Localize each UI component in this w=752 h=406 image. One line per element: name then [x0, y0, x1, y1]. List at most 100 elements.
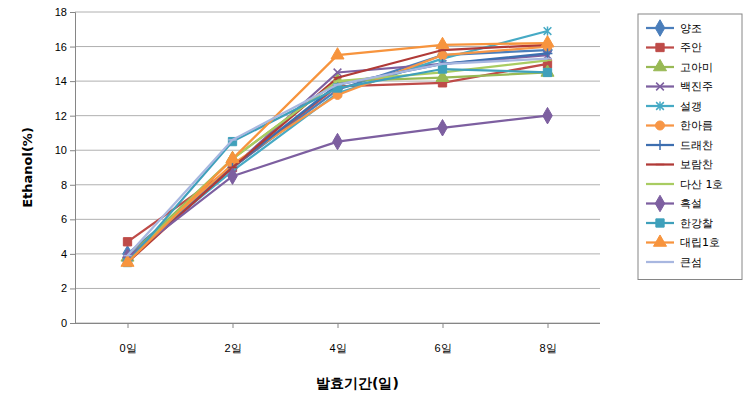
grid-line [75, 81, 600, 82]
legend-marker [656, 183, 664, 185]
y-tick: 10 [55, 144, 75, 156]
marker [226, 151, 239, 162]
legend-marker [656, 43, 664, 51]
x-tick: 6일 [434, 323, 451, 354]
legend-line [646, 183, 674, 185]
legend-entry: 한강찰 [646, 217, 713, 230]
grid-line [75, 219, 600, 220]
y-tick-mark [70, 219, 75, 220]
grid-line [75, 184, 600, 185]
series-line [128, 72, 548, 257]
x-tick-label: 6일 [434, 342, 451, 354]
marker [333, 84, 341, 86]
legend-label: 대립1호 [680, 236, 720, 249]
marker [544, 26, 552, 35]
legend-entry: 흑설 [646, 195, 702, 211]
legend-marker [656, 261, 664, 263]
marker [123, 255, 131, 257]
x-tick: 2일 [224, 323, 241, 354]
legend-marker [656, 101, 664, 110]
legend-marker [655, 20, 665, 36]
legend-entry: 큰섬 [646, 256, 702, 269]
marker [331, 48, 344, 59]
legend-entry: 주안 [646, 41, 702, 54]
series-line [128, 64, 548, 242]
chart: 0246810121416180일2일4일6일8일발효기간(일)Ethanol(… [0, 0, 752, 406]
legend-label: 보람찬 [680, 158, 713, 171]
y-axis-title: Ethanol(%) [20, 127, 35, 208]
legend-label: 큰섬 [680, 256, 702, 269]
y-tick-label: 10 [55, 144, 67, 156]
x-tick: 0일 [119, 323, 136, 354]
legend-entry: 한아름 [646, 119, 713, 132]
y-tick-mark [70, 323, 75, 324]
legend-line [646, 261, 674, 263]
series [123, 42, 552, 264]
grid-line [75, 288, 600, 289]
marker [334, 69, 342, 77]
legend-label: 백진주 [680, 80, 713, 93]
series [123, 42, 553, 262]
y-tick-label: 12 [55, 110, 67, 122]
series [124, 26, 552, 262]
y-tick-mark [70, 288, 75, 289]
legend-label: 다산 1호 [680, 178, 724, 191]
legend-entry: 보람찬 [646, 158, 713, 171]
legend-label: 한아름 [680, 119, 713, 132]
y-tick-mark [70, 150, 75, 151]
legend-label: 주안 [680, 41, 702, 54]
series-line [128, 43, 548, 262]
y-tick: 12 [55, 110, 75, 122]
legend-label: 흑설 [680, 197, 702, 210]
y-tick-mark [70, 12, 75, 13]
legend-marker [653, 235, 666, 246]
legend-box [638, 14, 742, 280]
y-tick-label: 18 [55, 6, 67, 18]
x-tick: 4일 [329, 323, 346, 354]
legend-label: 드래찬 [680, 139, 713, 152]
y-tick: 18 [55, 6, 75, 18]
marker [121, 255, 134, 266]
grid [75, 12, 600, 323]
y-tick: 6 [61, 213, 75, 225]
marker [543, 68, 551, 76]
series-line [128, 31, 548, 257]
y-tick-label: 14 [55, 75, 67, 87]
legend-entry: 드래찬 [646, 139, 713, 152]
series [123, 65, 551, 267]
x-tick-label: 4일 [329, 342, 346, 354]
marker [541, 36, 554, 47]
marker [543, 58, 551, 60]
legend-marker [655, 140, 665, 150]
x-tick-label: 8일 [539, 342, 556, 354]
y-tick: 14 [55, 75, 75, 87]
y-tick-mark [70, 185, 75, 186]
legend-line [646, 163, 674, 165]
x-tick: 8일 [539, 323, 556, 354]
series [123, 49, 553, 266]
marker [333, 84, 341, 92]
legend-label: 설갱 [680, 100, 702, 113]
marker [436, 37, 449, 48]
y-tick: 2 [61, 282, 75, 294]
legend-entry: 설갱 [646, 100, 702, 113]
legend-label: 고아미 [680, 61, 713, 74]
x-tick-mark [128, 323, 129, 328]
marker [333, 133, 343, 149]
marker [438, 51, 447, 60]
y-tick-mark [70, 254, 75, 255]
y-tick: 4 [61, 248, 75, 260]
series-line [128, 55, 548, 257]
legend-marker [655, 195, 665, 211]
series [123, 60, 551, 260]
series-line [128, 60, 548, 260]
x-tick-mark [548, 323, 549, 328]
x-tick-mark [233, 323, 234, 328]
x-tick-label: 2일 [224, 342, 241, 354]
legend-entry: 양조 [646, 20, 702, 36]
legend-entry: 다산 1호 [646, 178, 724, 191]
series [123, 60, 551, 246]
marker [543, 49, 553, 59]
marker [438, 63, 446, 65]
y-tick-label: 4 [61, 248, 67, 260]
